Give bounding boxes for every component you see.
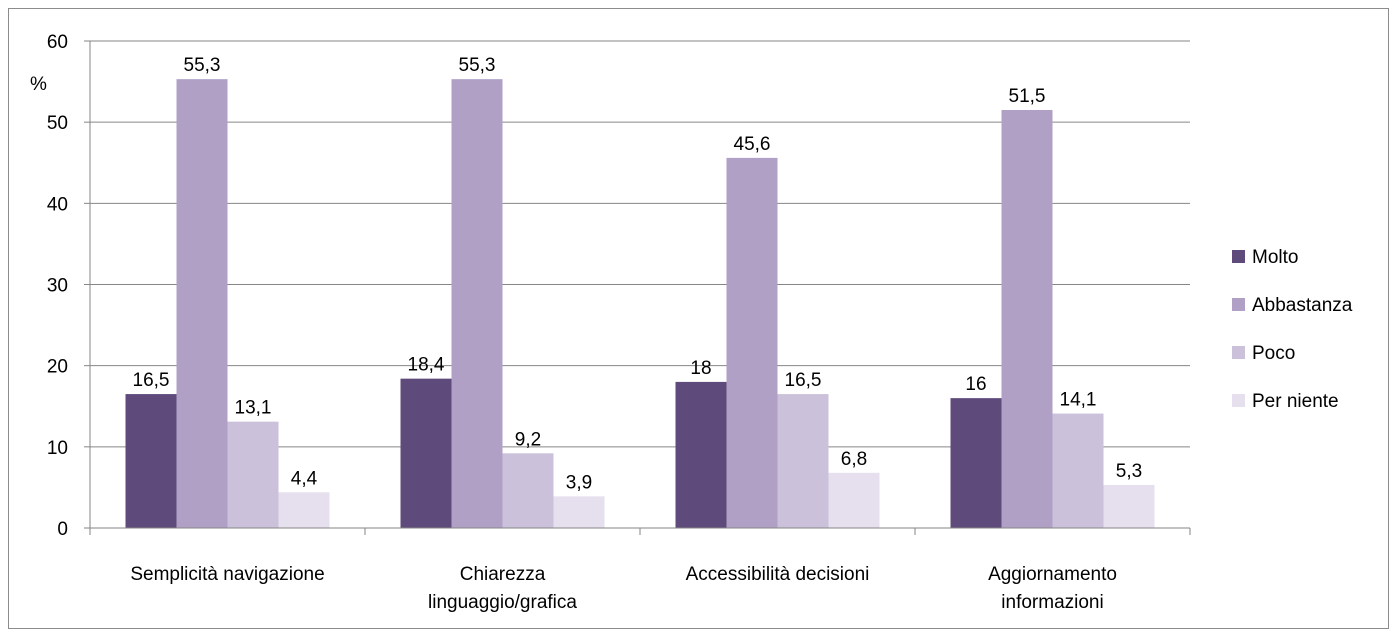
data-label: 55,3 (459, 55, 496, 76)
bar (1052, 413, 1104, 528)
bar (400, 378, 452, 528)
x-category-label: Aggiornamento (988, 564, 1117, 585)
y-tick-label: 40 (47, 194, 68, 215)
y-tick-label: 60 (47, 32, 68, 53)
bar (675, 381, 727, 528)
x-category-label: Semplicità navigazione (130, 564, 324, 585)
data-label: 13,1 (235, 398, 272, 419)
data-label: 16,5 (133, 370, 170, 391)
bar (1103, 484, 1155, 528)
data-label: 51,5 (1009, 86, 1046, 107)
data-label: 18 (690, 358, 711, 379)
legend-swatch (1232, 298, 1245, 311)
bar (950, 398, 1002, 528)
data-label: 16,5 (785, 370, 822, 391)
data-label: 16 (965, 374, 986, 395)
bar (125, 394, 177, 528)
bar (451, 79, 503, 529)
y-tick-label: 50 (47, 113, 68, 134)
data-label: 55,3 (184, 55, 221, 76)
y-tick-label: 30 (47, 276, 68, 297)
bar (1001, 109, 1053, 528)
data-label: 14,1 (1060, 390, 1097, 411)
legend-label: Molto (1252, 247, 1298, 268)
bar (278, 492, 330, 528)
legend: Molto Abbastanza Poco Per niente (1232, 247, 1353, 412)
data-label: 6,8 (841, 449, 867, 470)
legend-label: Poco (1252, 343, 1295, 364)
bar (227, 421, 279, 528)
x-category-label: Chiarezza (460, 564, 546, 585)
bars (125, 79, 1155, 529)
data-label: 9,2 (515, 429, 541, 450)
data-label: 4,4 (291, 468, 318, 489)
x-category-label: linguaggio/grafica (428, 592, 577, 613)
bar (176, 79, 228, 529)
data-label: 18,4 (408, 355, 445, 376)
bar (553, 496, 605, 528)
data-label: 45,6 (734, 134, 771, 155)
data-label: 3,9 (566, 472, 592, 493)
y-axis-unit-label: % (30, 74, 47, 95)
legend-label: Per niente (1252, 391, 1339, 412)
legend-label: Abbastanza (1252, 295, 1353, 316)
bar (502, 453, 554, 528)
x-category-label: Accessibilità decisioni (686, 564, 870, 585)
bar (726, 157, 778, 528)
bar (777, 394, 829, 528)
axes: 0 10 20 30 40 50 60 Semplicità navigazione Chiar… (47, 32, 1191, 613)
legend-swatch (1232, 250, 1245, 263)
data-labels: 16,5 55,3 13,1 4,4 18,4 55,3 9,2 3,9 18 45,6 16,5 6… (133, 55, 1143, 493)
data-label: 5,3 (1116, 461, 1142, 482)
legend-swatch (1232, 346, 1245, 359)
y-tick-label: 0 (57, 519, 68, 540)
x-category-label: informazioni (1001, 592, 1103, 613)
legend-swatch (1232, 394, 1245, 407)
y-tick-label: 10 (47, 438, 68, 459)
y-tick-label: 20 (47, 357, 68, 378)
bar (828, 472, 880, 528)
